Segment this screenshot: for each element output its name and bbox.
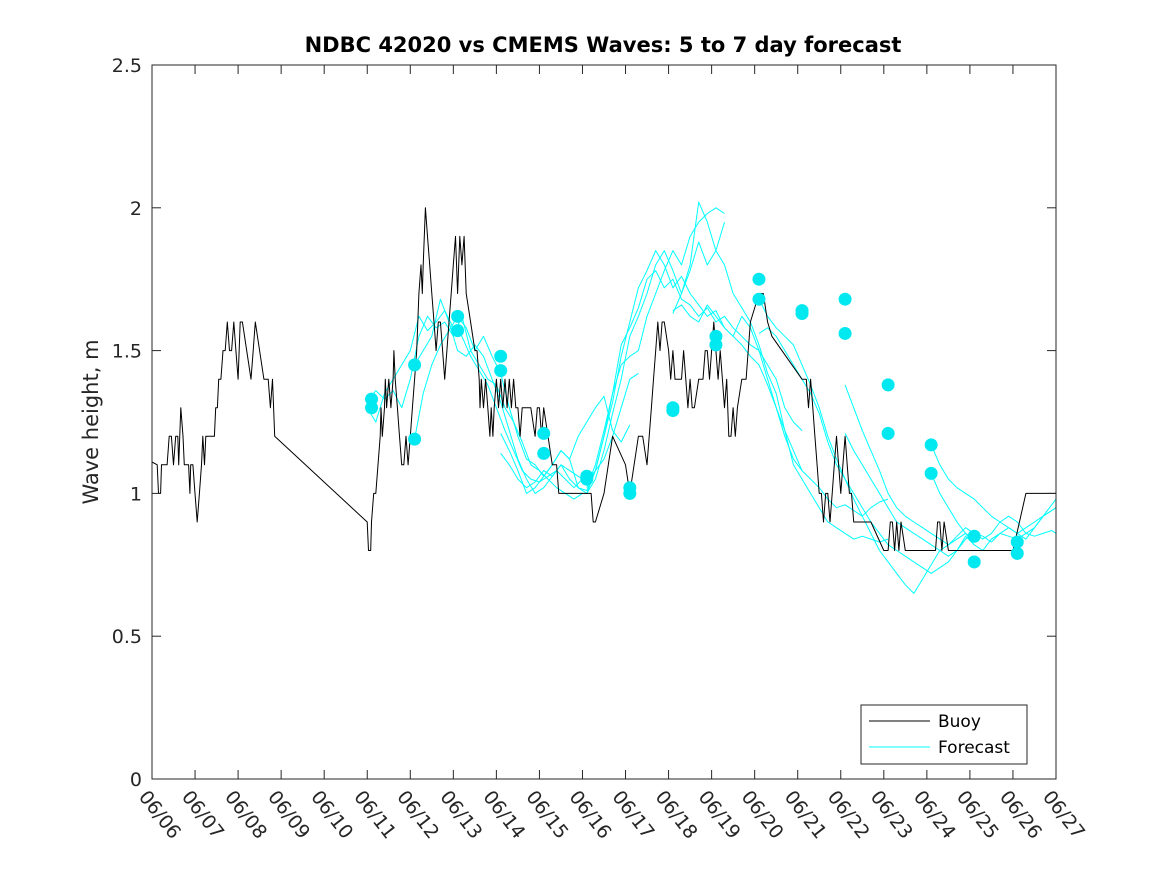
forecast-series-line	[366, 310, 583, 489]
y-tick-label: 0	[130, 769, 142, 791]
forecast-start-marker	[795, 306, 809, 320]
plot-area	[152, 65, 1056, 779]
y-tick-label: 2	[130, 198, 142, 220]
forecast-series-line	[844, 433, 1057, 557]
forecast-start-marker	[967, 555, 981, 569]
forecast-start-marker	[924, 438, 938, 452]
chart-title: NDBC 42020 vs CMEMS Waves: 5 to 7 day fo…	[305, 33, 902, 57]
forecast-series-line	[672, 201, 889, 543]
marker-layer	[365, 272, 1024, 569]
y-axis-label: Wave height, m	[79, 339, 103, 504]
forecast-start-marker	[1010, 535, 1024, 549]
forecast-start-marker	[580, 472, 594, 486]
forecast-start-marker	[1010, 546, 1024, 560]
forecast-start-marker	[537, 446, 551, 460]
forecast-series-line	[930, 444, 1057, 534]
legend-forecast-label: Forecast	[938, 738, 1010, 758]
forecast-start-marker	[408, 358, 422, 372]
forecast-start-marker	[494, 364, 508, 378]
y-tick-label: 1.5	[112, 341, 142, 363]
legend-buoy-label: Buoy	[938, 712, 981, 732]
buoy-series-line	[151, 207, 1056, 551]
forecast-start-marker	[365, 401, 379, 415]
forecast-series-line	[930, 473, 1057, 551]
forecast-start-marker	[451, 324, 465, 338]
forecast-start-marker	[881, 426, 895, 440]
y-tick-label: 1	[130, 483, 142, 505]
forecast-series-line	[758, 327, 975, 594]
forecast-start-marker	[709, 338, 723, 352]
forecast-start-marker	[967, 529, 981, 543]
y-tick-label: 2.5	[112, 55, 142, 77]
forecast-start-marker	[752, 292, 766, 306]
forecast-start-marker	[451, 309, 465, 323]
forecast-series-line	[586, 270, 803, 488]
forecast-start-marker	[924, 466, 938, 480]
forecast-start-marker	[408, 432, 422, 446]
axes-box	[151, 64, 1057, 780]
forecast-series-line	[414, 315, 631, 477]
forecast-series-line	[758, 298, 975, 574]
forecast-start-marker	[666, 404, 680, 418]
forecast-start-marker	[752, 272, 766, 286]
forecast-start-marker	[881, 378, 895, 392]
forecast-series-line	[586, 250, 803, 494]
y-tick-label: 0.5	[112, 626, 142, 648]
legend: Buoy Forecast	[860, 704, 1028, 765]
forecast-start-marker	[838, 292, 852, 306]
y-axis-ticks: 0 0.5 1 1.5 2 2.5	[112, 55, 1056, 791]
forecast-start-marker	[838, 326, 852, 340]
forecast-series-line	[844, 384, 1057, 546]
forecast-series-line	[500, 221, 725, 494]
forecast-start-marker	[623, 486, 637, 500]
legend-box	[860, 704, 1028, 765]
forecast-start-marker	[494, 349, 508, 363]
forecast-start-marker	[537, 426, 551, 440]
